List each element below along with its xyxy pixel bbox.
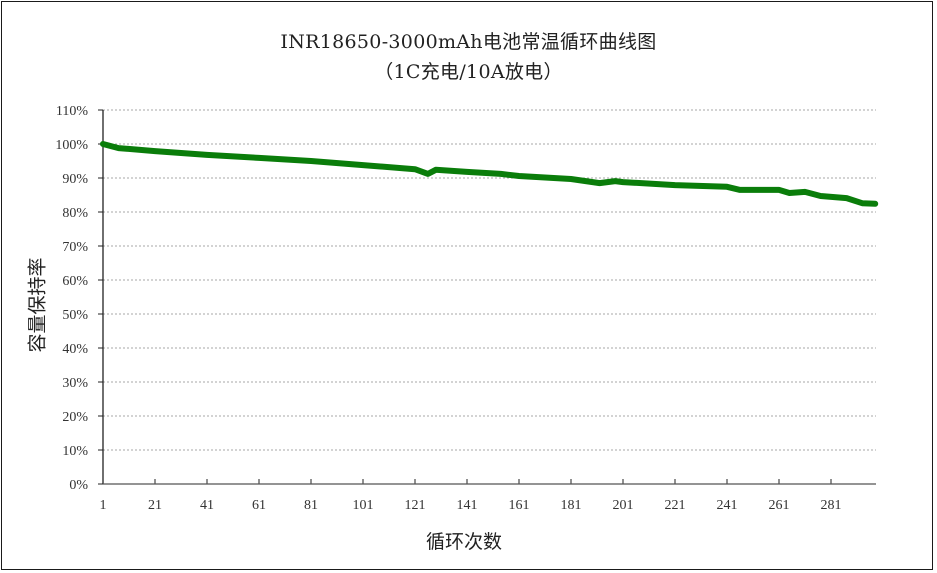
x-tick-label: 61: [252, 498, 266, 513]
y-tick-label: 60%: [62, 274, 88, 289]
y-tick-label: 0%: [69, 478, 88, 493]
x-tick-label: 141: [457, 498, 478, 513]
x-tick-label: 281: [821, 498, 842, 513]
x-tick-label: 221: [665, 498, 686, 513]
x-tick-label: 161: [509, 498, 530, 513]
chart-subtitle: （1C充电/10A放电）: [374, 61, 563, 83]
y-axis-ticks: 0% 10% 20% 30% 40% 50% 60% 70% 80% 90% 100% 110%: [55, 104, 103, 493]
x-tick-label: 201: [613, 498, 634, 513]
y-tick-label: 20%: [62, 410, 88, 425]
x-tick-label: 21: [148, 498, 162, 513]
y-tick-label: 80%: [62, 206, 88, 221]
x-tick-label: 101: [353, 498, 374, 513]
x-tick-label: 261: [769, 498, 790, 513]
y-tick-label: 90%: [62, 172, 88, 187]
y-tick-label: 110%: [56, 104, 88, 119]
y-tick-label: 50%: [62, 308, 88, 323]
gridlines: [103, 109, 876, 451]
y-tick-label: 100%: [55, 138, 88, 153]
chart-title: INR18650-3000mAh电池常温循环曲线图: [280, 31, 657, 53]
y-tick-label: 70%: [62, 240, 88, 255]
x-tick-label: 81: [304, 498, 318, 513]
x-tick-label: 1: [100, 498, 107, 513]
y-tick-label: 10%: [62, 444, 88, 459]
y-tick-label: 30%: [62, 376, 88, 391]
y-tick-label: 40%: [62, 342, 88, 357]
capacity-retention-line: [100, 141, 879, 207]
x-tick-label: 181: [561, 498, 582, 513]
x-axis-label: 循环次数: [425, 531, 503, 553]
x-tick-label: 121: [405, 498, 426, 513]
x-tick-label: 41: [200, 498, 214, 513]
x-tick-label: 241: [717, 498, 738, 513]
x-axis-ticks: 1 21 41 61 81 101 121 141 161 181 201 221 241 261 281: [100, 479, 842, 513]
